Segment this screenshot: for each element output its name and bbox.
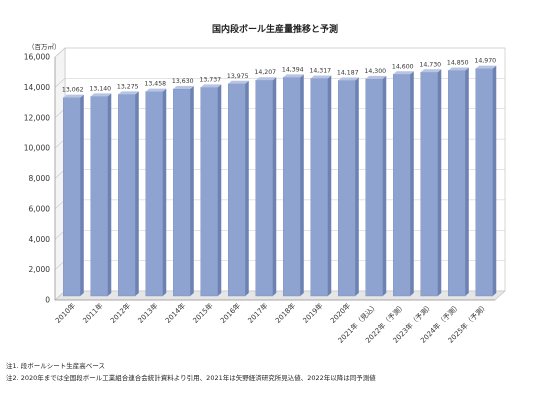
data-label: 14,600 bbox=[392, 63, 414, 70]
bar-side bbox=[465, 67, 469, 296]
data-label: 14,300 bbox=[364, 68, 386, 75]
bar bbox=[200, 87, 218, 297]
bar-top bbox=[475, 65, 497, 69]
data-label: 14,730 bbox=[419, 61, 441, 68]
bar-top bbox=[310, 75, 332, 79]
x-tick-label: 2010年 bbox=[53, 301, 77, 325]
y-tick-label: 14,000 bbox=[24, 83, 50, 92]
data-label: 13,737 bbox=[199, 76, 221, 83]
bar-top bbox=[255, 77, 277, 81]
bar-side bbox=[217, 84, 222, 296]
bar-top bbox=[90, 93, 112, 97]
data-label: 13,140 bbox=[89, 85, 111, 92]
bar bbox=[90, 96, 108, 297]
bar bbox=[255, 80, 273, 297]
x-tick-label: 2014年 bbox=[163, 301, 187, 325]
bar-top bbox=[173, 85, 194, 89]
x-tick-label: 2013年 bbox=[136, 301, 160, 325]
bar bbox=[475, 68, 493, 297]
data-label: 14,187 bbox=[337, 70, 359, 77]
bar-side bbox=[107, 93, 112, 296]
bar-top bbox=[420, 69, 442, 73]
bar-side bbox=[327, 75, 332, 296]
bar bbox=[365, 78, 383, 297]
chart-title: 国内段ボール生産量推移と予測 bbox=[211, 25, 338, 35]
data-label: 14,850 bbox=[447, 59, 469, 66]
bar bbox=[283, 77, 301, 297]
bar bbox=[63, 97, 81, 297]
y-tick-label: 6,000 bbox=[29, 204, 51, 213]
bar-top bbox=[393, 71, 414, 75]
bar-side bbox=[437, 69, 442, 297]
data-label: 13,975 bbox=[227, 73, 249, 80]
y-tick-label: 10,000 bbox=[24, 144, 50, 153]
bar-side bbox=[300, 74, 304, 296]
bar bbox=[228, 83, 246, 297]
y-axis-unit-label: （百万㎡） bbox=[28, 43, 61, 51]
bar-side bbox=[272, 77, 277, 296]
bar bbox=[393, 74, 411, 297]
bar-top bbox=[200, 84, 222, 88]
bar bbox=[310, 78, 328, 297]
data-label: 13,275 bbox=[117, 83, 139, 90]
data-label: 13,458 bbox=[144, 81, 166, 88]
x-tick-label: 2016年 bbox=[218, 301, 242, 325]
bar-side bbox=[410, 71, 414, 296]
bar bbox=[145, 91, 163, 297]
x-tick-label: 2012年 bbox=[108, 301, 132, 325]
y-tick-label: 2,000 bbox=[29, 265, 51, 274]
bar-top bbox=[283, 74, 304, 78]
bar-top bbox=[118, 91, 139, 95]
gridline-side bbox=[54, 78, 66, 88]
bar-side bbox=[190, 85, 194, 296]
bar bbox=[173, 88, 191, 297]
bar-side bbox=[135, 91, 139, 296]
bar bbox=[420, 72, 438, 297]
bar bbox=[338, 80, 356, 297]
note-1: 注1. 段ボールシート生産高ベース bbox=[6, 362, 105, 370]
bar bbox=[118, 94, 136, 297]
data-label: 13,630 bbox=[172, 78, 194, 85]
bar-side bbox=[492, 65, 497, 296]
bar-top bbox=[365, 75, 387, 79]
bar bbox=[448, 70, 466, 297]
data-label: 13,062 bbox=[62, 87, 84, 94]
y-tick-label: 16,000 bbox=[24, 53, 50, 62]
x-tick-label: 2011年 bbox=[81, 301, 105, 325]
bar-top bbox=[228, 80, 249, 84]
gridline-side bbox=[54, 47, 66, 58]
bar-top bbox=[338, 77, 359, 81]
x-tick-label: 2018年 bbox=[273, 301, 297, 325]
bar-side bbox=[245, 80, 249, 296]
bar-side bbox=[162, 88, 167, 296]
data-label: 14,970 bbox=[474, 58, 496, 65]
bar-side bbox=[355, 77, 359, 296]
data-label: 14,207 bbox=[254, 69, 276, 76]
bar-side bbox=[382, 75, 387, 296]
x-tick-label: 2017年 bbox=[246, 301, 270, 325]
x-tick-label: 2020年 bbox=[328, 301, 352, 325]
x-tick-label: 2019年 bbox=[301, 301, 325, 325]
data-label: 14,317 bbox=[309, 68, 331, 75]
y-tick-label: 0 bbox=[45, 296, 50, 305]
chart-notes: 注1. 段ボールシート生産高ベース 注2. 2020年までは全国段ボール工業組合… bbox=[6, 360, 376, 384]
bar-top bbox=[145, 88, 167, 92]
note-2: 注2. 2020年までは全国段ボール工業組合連合会統計資料より引用、2021年は… bbox=[6, 374, 376, 382]
data-label: 14,394 bbox=[282, 66, 304, 73]
bar-top bbox=[63, 94, 84, 98]
y-tick-label: 12,000 bbox=[24, 113, 50, 122]
y-tick-label: 4,000 bbox=[29, 235, 51, 244]
bar-side bbox=[80, 94, 84, 296]
bar-top bbox=[448, 67, 469, 71]
y-tick-label: 8,000 bbox=[29, 174, 51, 183]
x-tick-label: 2015年 bbox=[191, 301, 215, 325]
